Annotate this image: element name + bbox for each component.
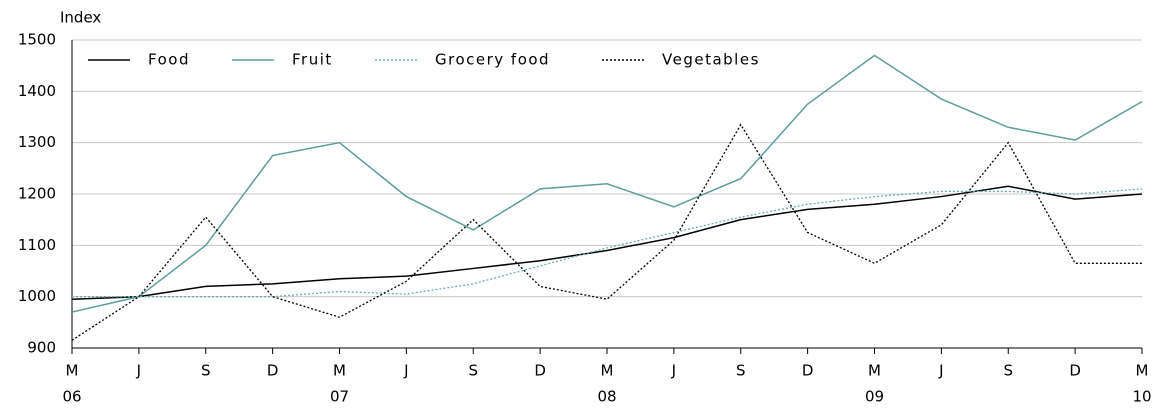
y-tick-label: 1300	[18, 133, 56, 151]
y-tick-label: 1000	[18, 287, 56, 305]
legend-label: Food	[148, 51, 190, 69]
x-tick-label: J	[671, 362, 676, 380]
x-tick-label: S	[468, 362, 478, 380]
x-tick-label: S	[201, 362, 211, 380]
x-tick-label: M	[868, 362, 881, 380]
x-tick-label: S	[1003, 362, 1013, 380]
legend-label: Grocery food	[435, 51, 550, 69]
y-axis-label: Index	[60, 9, 101, 27]
x-tick-label: M	[1136, 362, 1149, 380]
series-line	[71, 123, 1142, 341]
x-year-label: 09	[865, 388, 884, 406]
x-tick-label: M	[66, 362, 79, 380]
x-year-label: 08	[597, 388, 616, 406]
legend-label: Fruit	[292, 51, 333, 69]
y-tick-label: 1400	[18, 82, 56, 100]
series-line	[71, 185, 1143, 300]
y-tick-label: 900	[27, 339, 56, 357]
x-year-label: 06	[62, 388, 81, 406]
x-tick-label: J	[136, 362, 141, 380]
y-tick-label: 1500	[18, 31, 56, 49]
x-year-label: 10	[1132, 388, 1151, 406]
x-tick-label: M	[333, 362, 346, 380]
x-tick-label: S	[736, 362, 746, 380]
x-tick-label: J	[938, 362, 943, 380]
series-line	[71, 54, 1143, 313]
legend-label: Vegetables	[662, 51, 760, 69]
series-line	[72, 188, 1143, 298]
x-tick-label: M	[601, 362, 614, 380]
x-year-label: 07	[330, 388, 349, 406]
x-tick-label: D	[802, 362, 814, 380]
x-tick-label: D	[534, 362, 546, 380]
x-tick-label: D	[1069, 362, 1081, 380]
x-tick-label: D	[267, 362, 279, 380]
x-tick-label: J	[403, 362, 408, 380]
y-tick-label: 1100	[18, 236, 56, 254]
y-tick-label: 1200	[18, 185, 56, 203]
